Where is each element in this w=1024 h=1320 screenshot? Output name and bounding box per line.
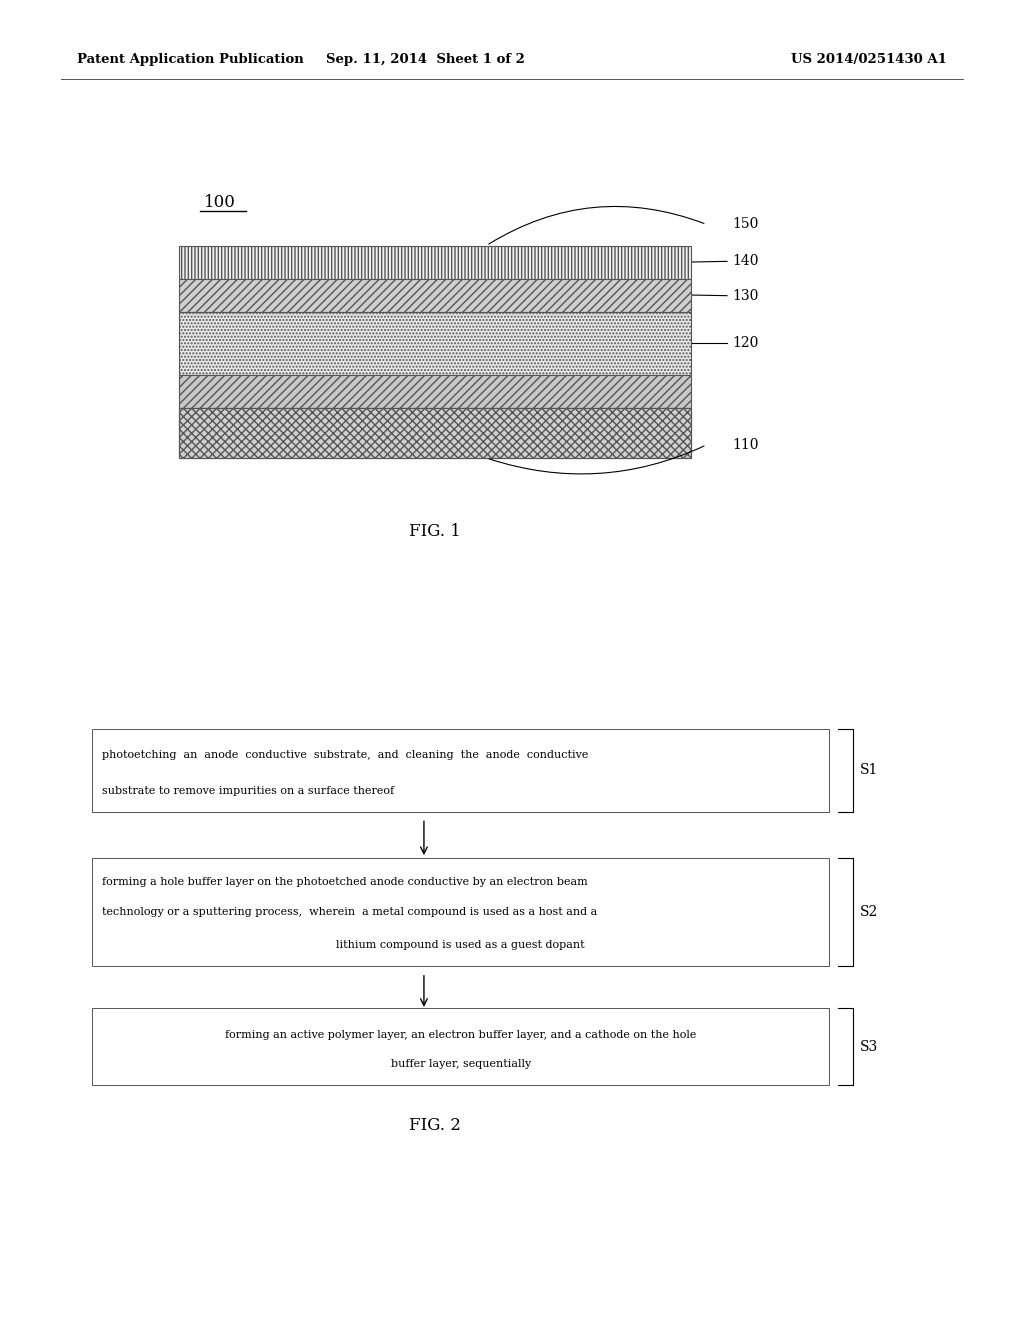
Bar	[179, 375, 691, 408]
Text: buffer layer, sequentially: buffer layer, sequentially	[391, 1059, 530, 1069]
Text: 130: 130	[732, 289, 759, 302]
Bar	[179, 279, 691, 312]
Text: technology or a sputtering process,  wherein  a metal compound is used as a host: technology or a sputtering process, wher…	[102, 907, 598, 917]
Text: S2: S2	[860, 906, 879, 919]
Text: lithium compound is used as a guest dopant: lithium compound is used as a guest dopa…	[337, 940, 585, 949]
Text: S3: S3	[860, 1040, 879, 1053]
Text: 110: 110	[732, 438, 759, 451]
Text: forming an active polymer layer, an electron buffer layer, and a cathode on the : forming an active polymer layer, an elec…	[225, 1031, 696, 1040]
Text: S1: S1	[860, 763, 879, 777]
Bar	[179, 246, 691, 279]
Text: 100: 100	[204, 194, 237, 211]
Text: photoetching  an  anode  conductive  substrate,  and  cleaning  the  anode  cond: photoetching an anode conductive substra…	[102, 750, 589, 760]
Text: FIG. 2: FIG. 2	[410, 1118, 461, 1134]
Bar	[92, 729, 829, 812]
Bar	[179, 312, 691, 375]
Bar	[179, 408, 691, 458]
Text: 140: 140	[732, 255, 759, 268]
Text: Patent Application Publication: Patent Application Publication	[77, 53, 303, 66]
Text: forming a hole buffer layer on the photoetched anode conductive by an electron b: forming a hole buffer layer on the photo…	[102, 876, 588, 887]
Text: US 2014/0251430 A1: US 2014/0251430 A1	[792, 53, 947, 66]
Text: Sep. 11, 2014  Sheet 1 of 2: Sep. 11, 2014 Sheet 1 of 2	[326, 53, 524, 66]
Text: FIG. 1: FIG. 1	[410, 524, 461, 540]
Bar	[92, 858, 829, 966]
Text: 150: 150	[732, 218, 759, 231]
Text: 120: 120	[732, 337, 759, 350]
Text: substrate to remove impurities on a surface thereof: substrate to remove impurities on a surf…	[102, 785, 394, 796]
Bar	[92, 1008, 829, 1085]
